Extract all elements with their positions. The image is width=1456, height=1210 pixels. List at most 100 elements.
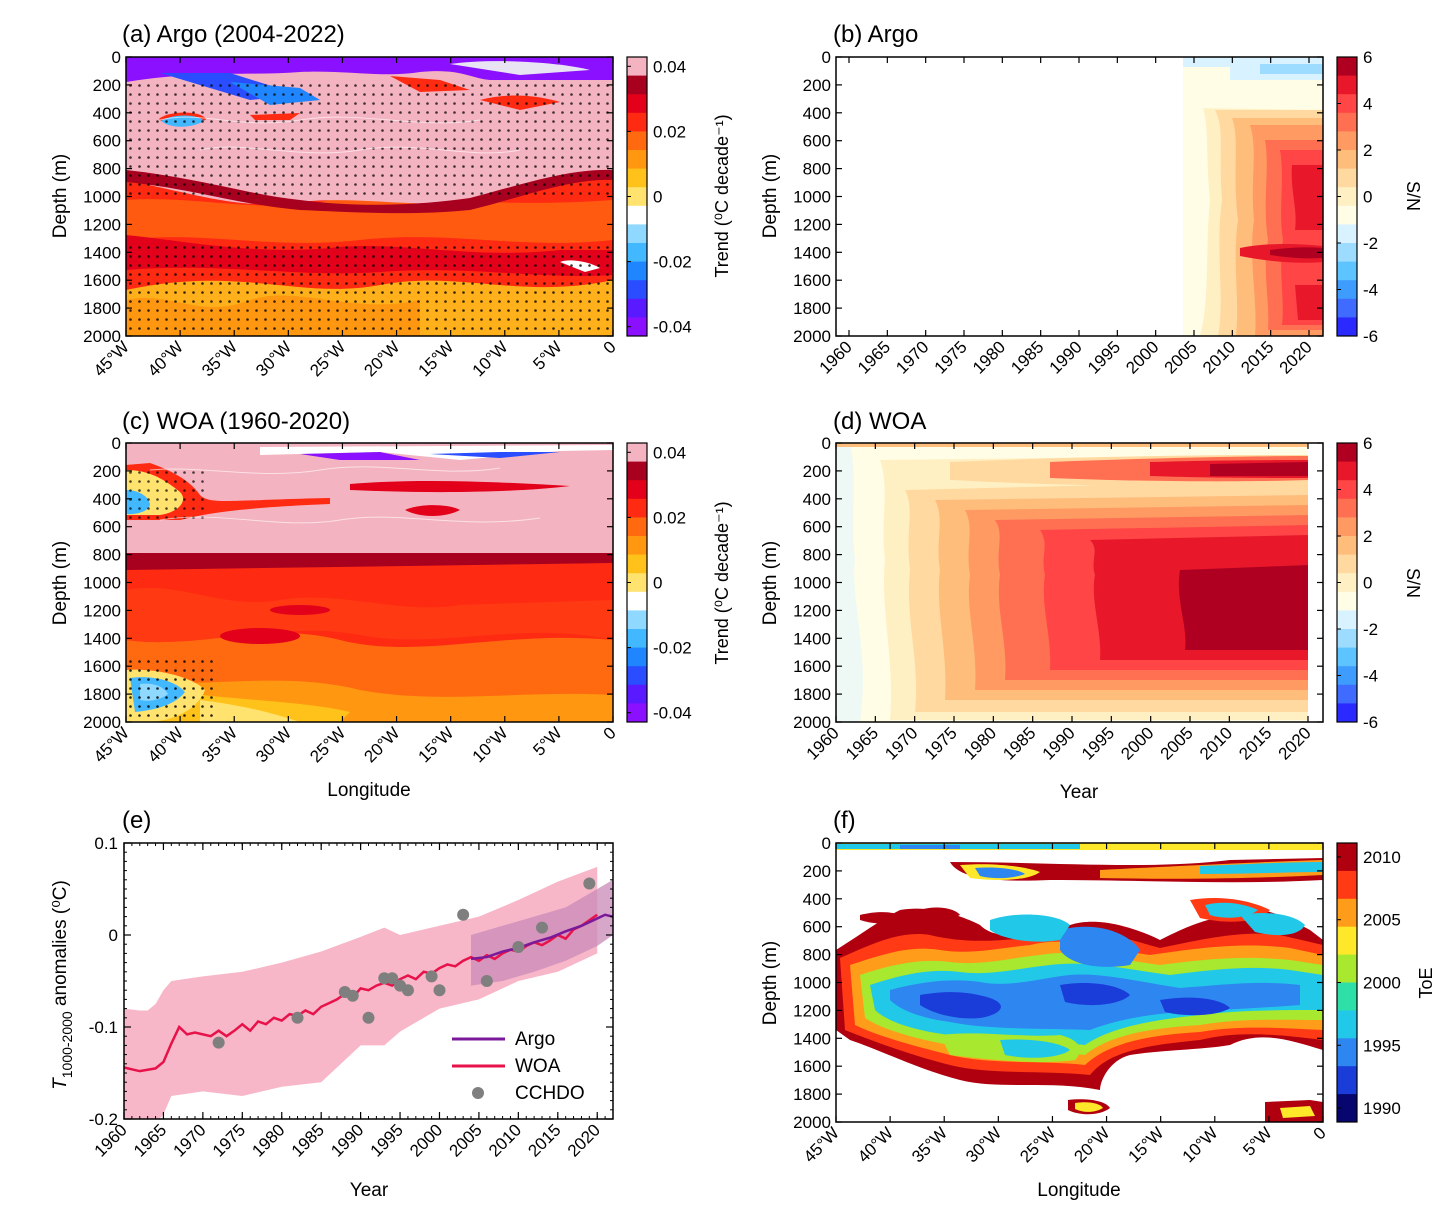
- panel-c-xtick-label: 40°W: [144, 723, 187, 766]
- legend-cchdo-label: CCHDO: [515, 1083, 585, 1104]
- panel-a-cb-swatch: [627, 205, 647, 225]
- panel-a-ytick-label: 200: [93, 76, 121, 95]
- panel-b-ytick-label: 1200: [793, 215, 831, 234]
- panel-f-cb-swatch: [1337, 954, 1357, 983]
- panel-f-xlabel: Longitude: [1037, 1180, 1120, 1201]
- panel-b-ytick-label: 600: [803, 132, 831, 151]
- panel-e-ytick-label: -0.2: [89, 1110, 118, 1129]
- panel-f-cb-tick-label: 1990: [1363, 1099, 1401, 1118]
- panel-d-cb-tick-label: 0: [1363, 574, 1372, 593]
- panel-a-cb-tick-label: 0: [653, 188, 662, 207]
- panel-f-ytick-label: 1200: [793, 1001, 831, 1020]
- panel-b-title: (b) Argo: [833, 21, 918, 48]
- panel-d-cb-swatch: [1337, 573, 1357, 593]
- panel-d-cb-tick-label: 2: [1363, 527, 1372, 546]
- panel-a-cb-swatch: [627, 57, 647, 77]
- panel-c-ytick-label: 1600: [83, 657, 121, 676]
- panel-b-colorbar: 6 4 2 0 -2 -4 -6: [1336, 48, 1378, 346]
- panel-d-xtick-label: 2000: [1117, 723, 1157, 763]
- panel-d-cb-swatch: [1337, 610, 1357, 630]
- panel-d-cb-tick-label: -4: [1363, 667, 1378, 686]
- panel-b-ytick-label: 1600: [793, 271, 831, 290]
- panel-a-ytick-label: 1800: [83, 299, 121, 318]
- panel-a-cb-tick-label: -0.02: [653, 253, 692, 272]
- panel-c-cb-swatch: [627, 666, 647, 686]
- panel-a-cb-swatch: [627, 168, 647, 188]
- panel-f-ytick-label: 800: [803, 946, 831, 965]
- panel-b-ytick-label: 1800: [793, 299, 831, 318]
- panel-d-colorbar: 6 4 2 0 -2 -4 -6: [1336, 434, 1378, 732]
- panel-f-cb-swatch: [1337, 1010, 1357, 1039]
- panel-f-ytick-label: 600: [803, 918, 831, 937]
- panel-f-title: (f): [833, 807, 856, 834]
- panel-c-yticks: 0 200 400 600 800 1000 1200 1400 1600 1800 2000: [83, 434, 613, 732]
- panel-d-ytick-label: 800: [803, 546, 831, 565]
- panel-b-xtick-label: 1970: [892, 337, 932, 377]
- panel-a-heatmap: [126, 57, 613, 336]
- cchdo-point: [212, 1036, 225, 1049]
- panel-e-ytick-label: 0.1: [94, 834, 118, 853]
- panel-f-xtick-label: 40°W: [854, 1123, 897, 1166]
- panel-b-ytick-label: 200: [803, 76, 831, 95]
- panel-b-ytick-label: 1000: [793, 188, 831, 207]
- panel-c-cb-swatch: [627, 554, 647, 574]
- panel-b-cb-swatch: [1337, 57, 1357, 77]
- panel-d-cb-tick-label: 4: [1363, 481, 1372, 500]
- panel-e-xtick-label: 1975: [209, 1120, 249, 1160]
- panel-c-cb-swatch: [627, 461, 647, 481]
- panel-f-ytick-label: 1400: [793, 1029, 831, 1048]
- panel-c-colorbar: 0.04 0.02 0 -0.02 -0.04: [626, 442, 692, 723]
- panel-a-xtick-label: 40°W: [144, 337, 187, 380]
- panel-c-xtick-label: 5°W: [529, 723, 565, 759]
- panel-c-xtick-label: 30°W: [252, 723, 295, 766]
- panel-c-cb-tick-label: 0.04: [653, 443, 686, 462]
- panel-c-cb-tick-label: 0: [653, 574, 662, 593]
- panel-e-xtick-label: 1965: [130, 1120, 170, 1160]
- panel-d-cb-swatch: [1337, 666, 1357, 686]
- panel-b-ylabel: Depth (m): [760, 154, 781, 238]
- panel-e-xlabel: Year: [350, 1180, 389, 1201]
- panel-a-cb-tick-label: 0.04: [653, 57, 686, 76]
- panel-c-heatmap: [126, 443, 613, 722]
- panel-f-ytick-label: 1000: [793, 974, 831, 993]
- panel-d-cb-swatch: [1337, 554, 1357, 574]
- panel-c-title: (c) WOA (1960-2020): [122, 408, 350, 435]
- panel-d-xtick-label: 1990: [1039, 723, 1079, 763]
- panel-c-cb-tick-label: -0.02: [653, 639, 692, 658]
- panel-c-xtick-label: 10°W: [469, 723, 512, 766]
- panel-c-cb-swatch: [627, 629, 647, 649]
- panel-f-xtick-label: 15°W: [1125, 1123, 1168, 1166]
- panel-e-xtick-label: 2020: [564, 1120, 604, 1160]
- cchdo-point: [536, 921, 549, 934]
- cchdo-point: [346, 989, 359, 1002]
- panel-c-cb-swatch: [627, 573, 647, 593]
- panel-a-title: (a) Argo (2004-2022): [122, 21, 345, 48]
- panel-b-cb-swatch: [1337, 261, 1357, 281]
- panel-d-heatmap: [836, 443, 1323, 722]
- panel-c: (c) WOA (1960-2020): [50, 408, 732, 801]
- panel-e: (e) 0.10-0.1-0.2 1960 1965 1970 1975 1980 198…: [50, 807, 614, 1201]
- panel-a-ytick-label: 600: [93, 132, 121, 151]
- panel-a-xtick-label: 25°W: [306, 337, 349, 380]
- panel-b-cb-swatch: [1337, 243, 1357, 263]
- panel-c-ytick-label: 600: [93, 518, 121, 537]
- panel-d-ytick-label: 1800: [793, 685, 831, 704]
- panel-e-xtick-label: 2015: [524, 1120, 564, 1160]
- panel-f-cb-swatch: [1337, 1094, 1357, 1123]
- panel-b-xtick-label: 1995: [1084, 337, 1124, 377]
- panel-b-cb-swatch: [1337, 112, 1357, 132]
- panel-c-cb-swatch: [627, 610, 647, 630]
- panel-a-xtick-label: 30°W: [252, 337, 295, 380]
- panel-b-cb-swatch: [1337, 168, 1357, 188]
- panel-b-cb-swatch: [1337, 94, 1357, 114]
- panel-b-cb-swatch: [1337, 75, 1357, 95]
- panel-f-cb-tick-label: 1995: [1363, 1036, 1401, 1055]
- panel-a-ytick-label: 0: [112, 48, 121, 67]
- panel-f-colorbar: 2010 2005 2000 1995 1990: [1336, 842, 1401, 1123]
- cchdo-point: [433, 984, 446, 997]
- panel-f-xtick-label: 0: [1310, 1123, 1330, 1143]
- panel-a-xtick-label: 15°W: [415, 337, 458, 380]
- panel-f-cb-tick-label: 2010: [1363, 848, 1401, 867]
- panel-b-cb-swatch: [1337, 131, 1357, 151]
- legend-argo-label: Argo: [515, 1029, 555, 1050]
